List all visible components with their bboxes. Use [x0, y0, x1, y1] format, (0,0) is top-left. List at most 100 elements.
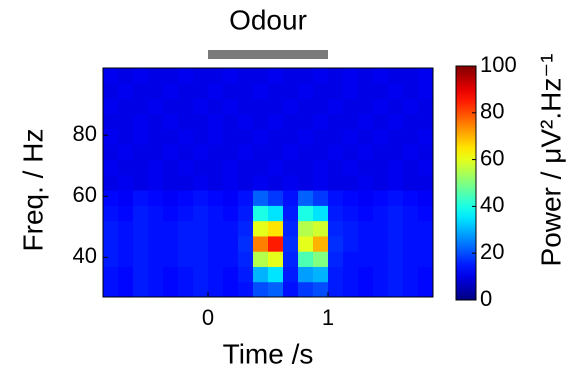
heatmap-cell: [238, 190, 254, 206]
heatmap-cell: [268, 235, 284, 252]
heatmap-cell: [418, 83, 434, 100]
heatmap-cell: [358, 281, 374, 298]
heatmap-cell: [133, 144, 149, 161]
heatmap-cell: [403, 266, 419, 283]
heatmap-cell: [328, 113, 344, 130]
heatmap-cell: [163, 98, 179, 115]
heatmap-cell: [313, 174, 329, 191]
heatmap-cell: [253, 220, 269, 237]
heatmap-cell: [208, 174, 224, 191]
chart-title: Odour: [229, 4, 307, 35]
heatmap-cell: [193, 113, 209, 130]
heatmap-cell: [148, 251, 164, 267]
heatmap-cell: [163, 174, 179, 191]
heatmap-cell: [298, 83, 314, 100]
heatmap-cell: [253, 98, 269, 115]
heatmap-cell: [373, 144, 389, 161]
heatmap-cell: [283, 113, 299, 130]
heatmap-cell: [208, 98, 224, 115]
heatmap-cell: [148, 266, 164, 283]
heatmap-cell: [238, 159, 254, 176]
heatmap-cell: [193, 68, 209, 84]
heatmap-cell: [133, 251, 149, 267]
heatmap-cell: [418, 220, 434, 237]
heatmap-cell: [238, 266, 254, 283]
heatmap-cell: [223, 98, 239, 115]
heatmap-cell: [268, 220, 284, 237]
heatmap-cell: [328, 98, 344, 115]
y-tick-label: 60: [73, 182, 97, 207]
heatmap-cell: [328, 220, 344, 237]
heatmap-cell: [223, 144, 239, 161]
heatmap-cell: [193, 190, 209, 206]
heatmap-cell: [328, 129, 344, 145]
heatmap-cell: [298, 129, 314, 145]
heatmap-cell: [238, 113, 254, 130]
heatmap-cell: [208, 159, 224, 176]
heatmap-cell: [268, 159, 284, 176]
heatmap-cell: [313, 281, 329, 298]
heatmap-cell: [358, 83, 374, 100]
heatmap-cell: [388, 113, 404, 130]
heatmap-cell: [148, 159, 164, 176]
heatmap-cell: [133, 205, 149, 222]
heatmap-cell: [118, 190, 134, 206]
heatmap-cell: [148, 83, 164, 100]
heatmap-cell: [328, 266, 344, 283]
heatmap-cell: [148, 235, 164, 252]
heatmap-cell: [223, 68, 239, 84]
heatmap-cell: [148, 144, 164, 161]
heatmap-cell: [388, 190, 404, 206]
heatmap-cell: [298, 190, 314, 206]
heatmap-cell: [358, 251, 374, 267]
heatmap-cell: [358, 129, 374, 145]
heatmap-cell: [118, 281, 134, 298]
heatmap-cell: [298, 144, 314, 161]
heatmap-cell: [193, 159, 209, 176]
heatmap-cell: [253, 83, 269, 100]
heatmap-cell: [403, 159, 419, 176]
heatmap-cell: [223, 129, 239, 145]
heatmap-cell: [403, 144, 419, 161]
heatmap-cell: [313, 83, 329, 100]
heatmap-cell: [208, 190, 224, 206]
heatmap-cell: [193, 205, 209, 222]
heatmap-cell: [103, 235, 119, 252]
colorbar-tick-label: 80: [480, 99, 504, 124]
heatmap-cell: [253, 251, 269, 267]
heatmap-cell: [193, 129, 209, 145]
heatmap-cell: [268, 281, 284, 298]
heatmap-cell: [253, 159, 269, 176]
heatmap-cell: [373, 68, 389, 84]
heatmap-cell: [418, 159, 434, 176]
heatmap-cell: [178, 83, 194, 100]
heatmap-cell: [178, 266, 194, 283]
heatmap-cell: [403, 235, 419, 252]
heatmap-cell: [178, 129, 194, 145]
heatmap-cell: [193, 83, 209, 100]
heatmap-cell: [133, 68, 149, 84]
heatmap-cell: [283, 220, 299, 237]
heatmap-cell: [283, 83, 299, 100]
heatmap-cell: [253, 281, 269, 298]
heatmap-cell: [253, 144, 269, 161]
heatmap-cell: [223, 190, 239, 206]
heatmap-cell: [223, 220, 239, 237]
heatmap-cell: [148, 220, 164, 237]
heatmap-cell: [133, 220, 149, 237]
heatmap-cell: [343, 205, 359, 222]
heatmap-cell: [328, 251, 344, 267]
heatmap-cell: [328, 159, 344, 176]
heatmap-cell: [223, 281, 239, 298]
heatmap-cell: [358, 68, 374, 84]
heatmap-cell: [118, 220, 134, 237]
heatmap-cell: [388, 144, 404, 161]
heatmap-cell: [343, 281, 359, 298]
heatmap-cell: [178, 98, 194, 115]
heatmap-cell: [283, 281, 299, 298]
heatmap-cell: [358, 205, 374, 222]
heatmap-cell: [103, 98, 119, 115]
heatmap-cell: [223, 83, 239, 100]
heatmap-cell: [268, 266, 284, 283]
